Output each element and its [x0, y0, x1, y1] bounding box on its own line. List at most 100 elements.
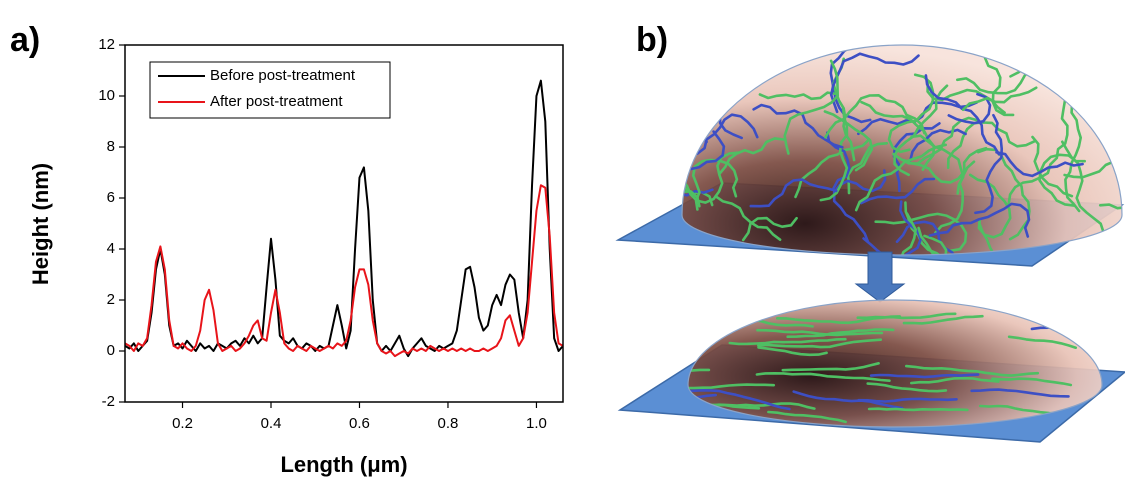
polymer-chain — [924, 74, 1001, 156]
arrow — [854, 251, 906, 303]
polymer-chain — [757, 338, 883, 349]
polymer-chain — [1098, 158, 1122, 210]
polymer-chain — [1088, 329, 1102, 344]
y-axis-title: Height (nm) — [28, 163, 53, 285]
polymer-chain — [1069, 45, 1114, 71]
polymer-chain — [866, 382, 948, 393]
polymer-chain — [781, 362, 880, 372]
polymer-chain — [862, 200, 922, 255]
polymer-chain — [1063, 155, 1122, 185]
polymer-chain — [854, 212, 917, 255]
polymer-chain — [928, 202, 1031, 238]
polymer-chain — [682, 98, 712, 132]
polymer-chain — [794, 138, 871, 199]
y-tick-label: -2 — [102, 393, 115, 410]
x-tick-label: 1.0 — [526, 415, 547, 432]
polymer-chain — [819, 107, 849, 202]
y-tick-label: 12 — [98, 36, 115, 53]
polymer-chain — [902, 314, 984, 325]
polymer-chain — [1048, 310, 1102, 319]
polymer-chain — [832, 169, 887, 244]
polymer-chain — [854, 143, 947, 212]
polymer-chain — [923, 234, 967, 255]
polymer-chain — [902, 146, 988, 184]
line-chart: Length (μm) Height (nm) -2 0 2 4 6 8 10 12 0.2 0.… — [28, 36, 564, 477]
polymer-chain — [973, 221, 1000, 255]
polymer-chain — [995, 151, 1084, 178]
legend-label: Before post-treatment — [210, 67, 356, 84]
y-tick-label: 2 — [107, 291, 115, 308]
polymer-chain — [869, 373, 980, 379]
diagram — [615, 44, 1125, 443]
polymer-chain — [917, 226, 968, 255]
polymer-chain — [693, 247, 778, 255]
y-tick-label: 4 — [107, 240, 115, 257]
y-tick-label: 10 — [98, 87, 115, 104]
polymer-chain — [728, 337, 847, 346]
panel-label: a) — [10, 21, 40, 59]
plot-frame — [124, 44, 564, 403]
polymer-chain — [688, 345, 698, 354]
polymer-chain — [755, 372, 891, 382]
droplet-outline — [681, 44, 1123, 256]
polymer-chain — [867, 407, 969, 412]
polymer-chain — [856, 312, 957, 320]
polymer-chain — [823, 110, 874, 172]
polymer-chain — [691, 158, 739, 211]
polymer-chain — [1093, 409, 1102, 422]
polymer-chain — [682, 71, 725, 126]
polymer-chain — [910, 134, 965, 195]
polymer-chain — [974, 113, 1003, 215]
polymer-chain — [682, 131, 701, 208]
polymer-chain — [874, 212, 968, 252]
legend-box — [149, 61, 391, 119]
polymer-chain — [682, 151, 740, 204]
polymer-chain — [792, 390, 904, 410]
polymer-chain — [688, 327, 727, 347]
x-tick-label: 0.6 — [349, 415, 370, 432]
polymer-chain — [859, 177, 936, 205]
polymer-chain — [970, 388, 1070, 398]
polymer-chain — [905, 364, 1040, 377]
panel-label: b) — [636, 21, 668, 59]
polymer-chain — [1067, 336, 1102, 347]
x-axis-title: Length (μm) — [280, 452, 407, 477]
polymer-chain — [786, 328, 895, 338]
polymer-chain — [991, 377, 1073, 387]
polymer-chain — [893, 84, 949, 177]
polymer-chain — [749, 178, 838, 208]
polymer-chain — [1007, 335, 1077, 349]
polymer-chain — [824, 94, 926, 139]
legend-label: After post-treatment — [210, 93, 343, 110]
polymer-chain — [783, 59, 839, 155]
polymer-chain — [682, 103, 717, 134]
polymer-chain — [1030, 321, 1102, 331]
x-tick-label: 0.2 — [172, 415, 193, 432]
polymer-chain — [741, 216, 798, 242]
data-line — [125, 79, 563, 358]
legend: Before post-treatment After post-treatmen… — [149, 61, 391, 119]
polymer-chain — [909, 128, 967, 162]
polymer-chain — [756, 328, 884, 337]
polymer-chain — [718, 137, 785, 176]
polymer-chain — [829, 52, 920, 114]
polymer-chain — [857, 397, 958, 403]
y-tick-label: 6 — [107, 189, 115, 206]
polymer-chain — [892, 122, 941, 193]
polymer-chain — [714, 195, 782, 241]
polymer-chain — [688, 383, 776, 390]
polymer-chain — [829, 45, 872, 124]
polymer-chain — [682, 78, 700, 160]
polymer-chain — [961, 86, 1038, 111]
y-tick-label: 8 — [107, 138, 115, 155]
polymer-chain — [1009, 45, 1074, 78]
polymer-chain — [965, 45, 1015, 117]
x-tick-label: 0.8 — [438, 415, 459, 432]
y-tick-label: 0 — [107, 342, 115, 359]
data-line — [125, 184, 563, 358]
polymer-chain — [910, 376, 1000, 385]
polymer-chain — [682, 53, 708, 144]
polymer-chain — [757, 346, 828, 357]
